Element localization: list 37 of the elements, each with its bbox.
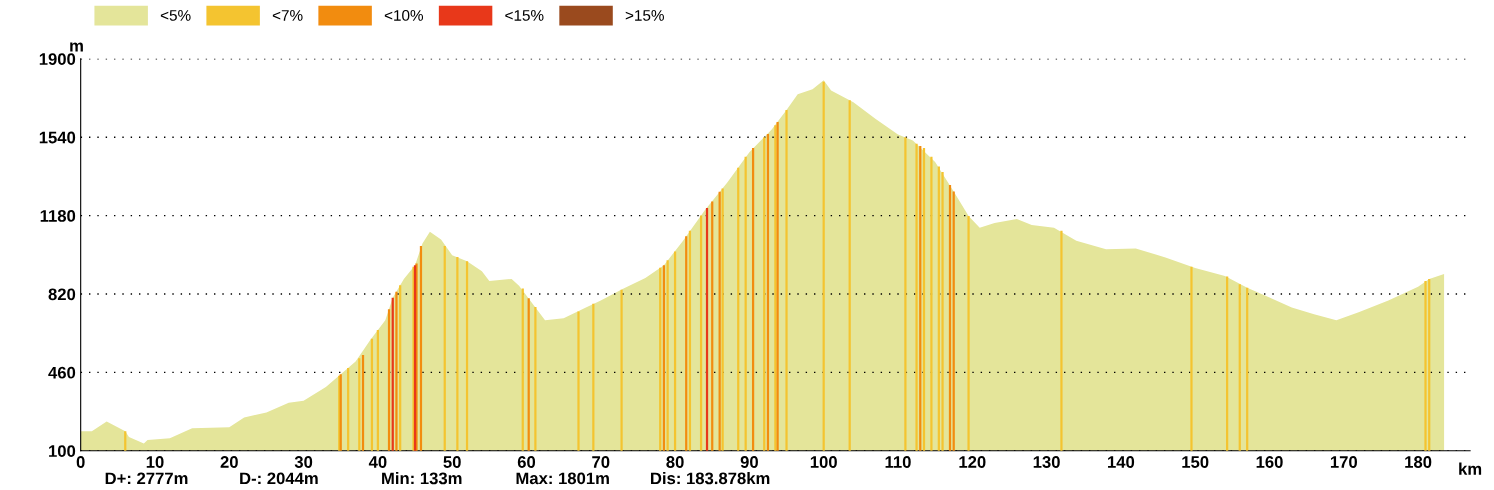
text: D+: 2777m [105,472,188,485]
x-tick-label: 130 [1033,456,1060,468]
text: D-: 2044m [240,472,318,485]
legend-label: <7% [272,10,303,21]
legend-label: <10% [384,9,424,21]
legend-label: >15% [625,10,664,21]
x-tick-label: 50 [443,456,461,468]
x-tick-label: 70 [592,456,610,468]
x-tick-label: 120 [959,456,986,468]
x-tick-label: 90 [740,456,758,468]
y-tick-label: 1180 [40,210,76,222]
x-tick-label: 140 [1108,456,1135,468]
y-tick-label: 460 [48,366,76,379]
x-tick-label: 10 [146,456,164,468]
x-tick-label: 170 [1330,456,1358,468]
y-tick-label: 1900 [39,53,76,65]
x-tick-label: 100 [810,456,837,468]
x-tick-label: 150 [1182,456,1209,468]
x-tick-label: 0 [76,456,85,468]
x-tick-label: 40 [368,456,387,468]
y-tick-label: 820 [48,288,76,301]
x-tick-label: 60 [517,456,536,468]
legend-label: <5% [160,10,191,21]
text: Min: 133m [382,472,462,485]
legend-label: <15% [505,10,544,21]
y-axis-title: m [70,42,83,52]
x-tick-label: 180 [1405,456,1432,468]
x-tick-label: 80 [666,456,684,468]
x-axis-title: km [1459,462,1482,475]
text: Dis: 183.878km [651,472,770,485]
x-tick-label: 20 [220,456,238,468]
y-tick-label: 100 [49,445,76,457]
text: Max: 1801m [516,472,609,485]
x-tick-label: 160 [1256,456,1283,468]
x-tick-label: 110 [885,456,911,468]
x-tick-label: 30 [294,456,313,468]
y-tick-label: 1540 [39,131,76,144]
